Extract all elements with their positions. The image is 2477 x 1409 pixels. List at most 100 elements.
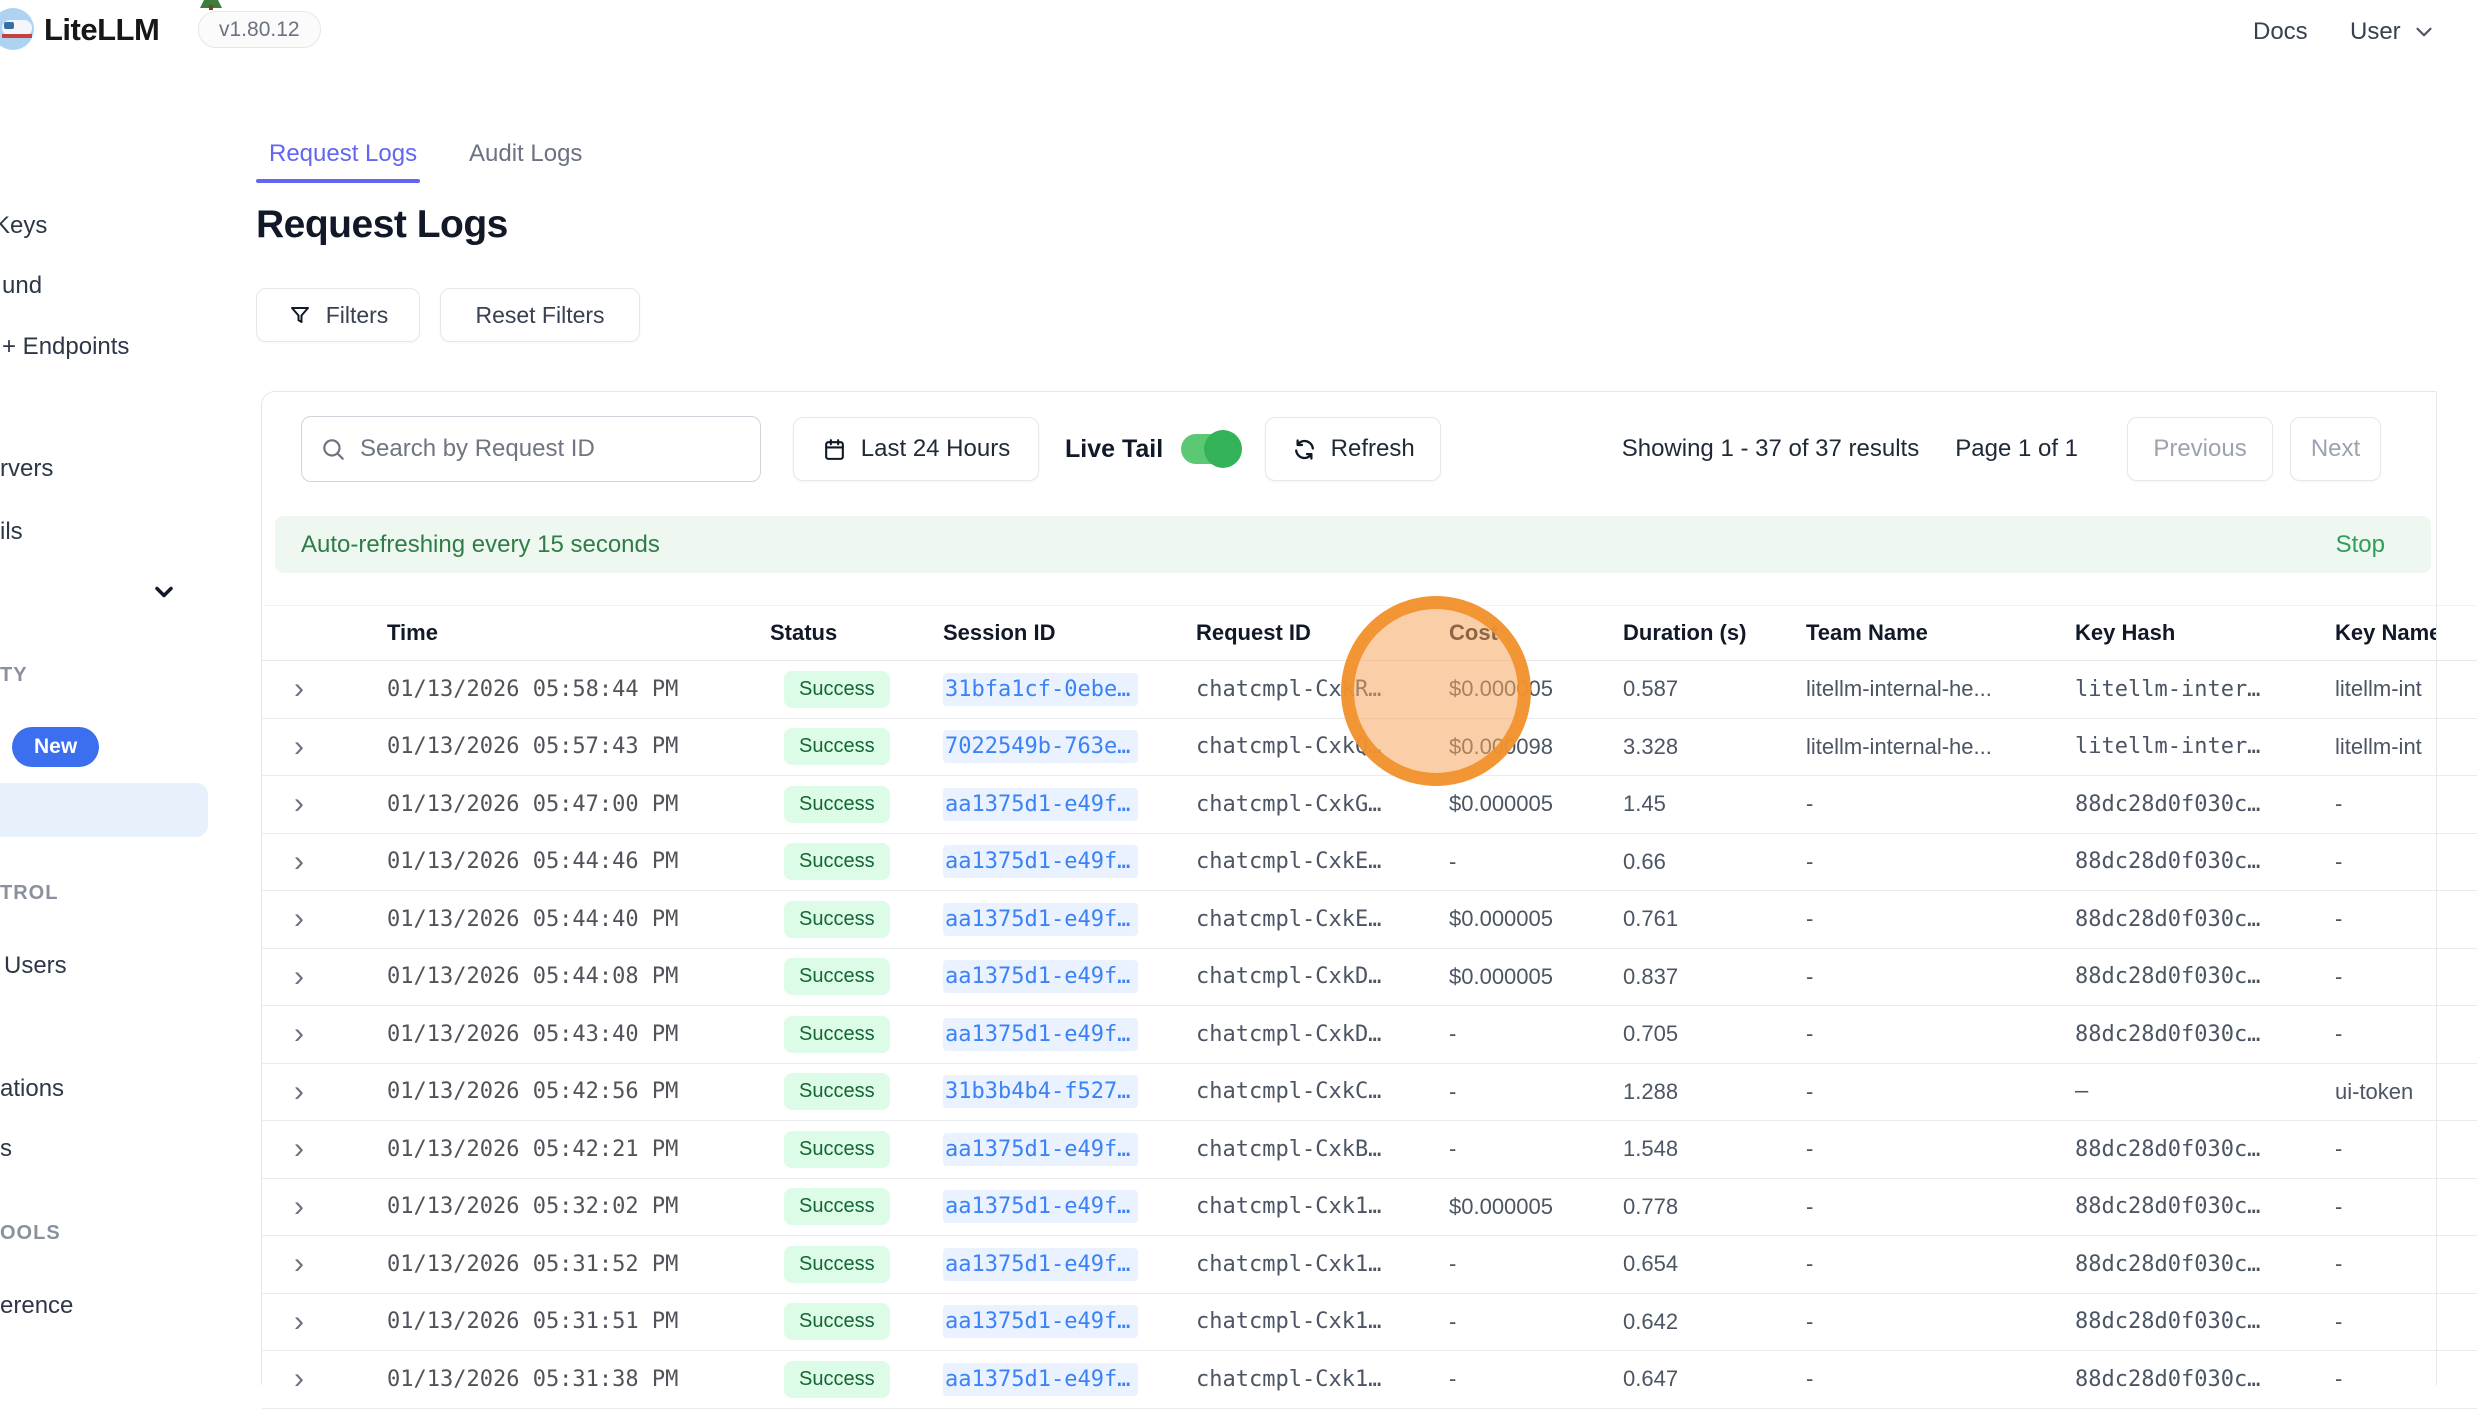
logs-card: Last 24 Hours Live Tail Refresh Showing … [261, 391, 2477, 1409]
row-duration: 0.705 [1623, 1021, 1679, 1047]
row-key-hash: litellm-inter… [2075, 734, 2261, 760]
next-page-button[interactable]: Next [2290, 417, 2381, 481]
sidebar-item-teams[interactable]: s [0, 1135, 12, 1162]
auto-refresh-message: Auto-refreshing every 15 seconds [301, 530, 660, 558]
row-status: Success [736, 958, 941, 996]
sidebar-item-keys[interactable]: Keys [0, 212, 48, 239]
session-id-link[interactable]: aa1375d1-e49f… [943, 845, 1139, 879]
session-id-link[interactable]: aa1375d1-e49f… [943, 1305, 1139, 1339]
tab-audit-logs[interactable]: Audit Logs [469, 140, 583, 167]
session-id-link[interactable]: aa1375d1-e49f… [943, 1132, 1139, 1166]
row-team-name: - [1806, 1078, 1814, 1104]
sidebar-item-mcp-servers[interactable]: rvers [0, 455, 54, 482]
row-team-name: - [1806, 906, 1814, 932]
row-expand-chevron-icon[interactable]: › [294, 789, 304, 820]
table-header-row: Time Status Session ID Request ID Cost D… [262, 605, 2477, 661]
session-id-link[interactable]: aa1375d1-e49f… [943, 1017, 1139, 1051]
row-expand-chevron-icon[interactable]: › [294, 1076, 304, 1107]
row-session-id: 31b3b4b4-f527… [941, 1075, 1194, 1109]
status-badge: Success [784, 1073, 890, 1111]
row-expand-chevron-icon[interactable]: › [294, 1306, 304, 1337]
user-menu[interactable]: User [2350, 0, 2437, 63]
row-key-name: - [2335, 1366, 2343, 1392]
sidebar-item-playground[interactable]: und [2, 272, 43, 299]
sidebar-item-api-reference[interactable]: erence [0, 1292, 74, 1319]
session-id-link[interactable]: aa1375d1-e49f… [943, 1247, 1139, 1281]
request-logs-table: Time Status Session ID Request ID Cost D… [262, 605, 2477, 1409]
new-feature-badge: New [12, 727, 100, 767]
row-expand-chevron-icon[interactable]: › [294, 1364, 304, 1395]
row-status: Success [736, 670, 941, 708]
col-header-key-name: Key Name [2335, 620, 2436, 645]
row-expand-chevron-icon[interactable]: › [294, 904, 304, 935]
session-id-link[interactable]: aa1375d1-e49f… [943, 787, 1139, 821]
row-time: 01/13/2026 05:57:43 PM [387, 734, 679, 760]
row-duration: 0.761 [1623, 906, 1679, 932]
version-badge: v1.80.12 [198, 11, 321, 48]
reset-filters-button[interactable]: Reset Filters [440, 288, 640, 342]
row-cost: - [1449, 1136, 1457, 1162]
row-expand-chevron-icon[interactable]: › [294, 1134, 304, 1165]
time-range-button[interactable]: Last 24 Hours [793, 417, 1039, 481]
session-id-link[interactable]: 7022549b-763e… [943, 730, 1139, 764]
row-expand-chevron-icon[interactable]: › [294, 674, 304, 705]
row-team-name: - [1806, 1193, 1814, 1219]
row-team-name: - [1806, 1366, 1814, 1392]
status-badge: Success [784, 1015, 890, 1053]
row-duration: 0.647 [1623, 1366, 1679, 1392]
table-row: › 01/13/2026 05:44:46 PM Success aa1375d… [262, 834, 2477, 891]
sidebar-item-organizations[interactable]: ations [0, 1075, 65, 1102]
chevron-down-icon [2411, 19, 2437, 45]
row-team-name: - [1806, 1251, 1814, 1277]
refresh-button[interactable]: Refresh [1265, 417, 1442, 481]
logs-toolbar: Last 24 Hours Live Tail Refresh Showing … [262, 392, 2437, 492]
status-badge: Success [784, 1303, 890, 1341]
row-key-name: - [2335, 1021, 2343, 1047]
status-badge: Success [784, 728, 890, 766]
sidebar-item-users[interactable]: Users [4, 952, 67, 979]
session-id-link[interactable]: 31b3b4b4-f527… [943, 1075, 1139, 1109]
row-key-name: litellm-int [2335, 676, 2422, 702]
row-request-id: chatcmpl-Cxk1… [1196, 1194, 1382, 1220]
previous-page-button[interactable]: Previous [2127, 417, 2273, 481]
session-id-link[interactable]: aa1375d1-e49f… [943, 1362, 1139, 1396]
row-session-id: aa1375d1-e49f… [941, 1305, 1194, 1339]
row-expand-chevron-icon[interactable]: › [294, 846, 304, 877]
row-status: Success [736, 1015, 941, 1053]
brand-title: LiteLLM [44, 12, 160, 47]
session-id-link[interactable]: aa1375d1-e49f… [943, 1190, 1139, 1224]
row-key-hash: 88dc28d0f030c… [2075, 906, 2261, 932]
status-badge: Success [784, 958, 890, 996]
session-id-link[interactable]: aa1375d1-e49f… [943, 902, 1139, 936]
row-expand-chevron-icon[interactable]: › [294, 1249, 304, 1280]
sidebar-item-models-endpoints[interactable]: + Endpoints [2, 333, 130, 360]
docs-link[interactable]: Docs [2253, 17, 2308, 45]
row-team-name: - [1806, 848, 1814, 874]
row-expand-chevron-icon[interactable]: › [294, 731, 304, 762]
session-id-link[interactable]: aa1375d1-e49f… [943, 960, 1139, 994]
stop-auto-refresh-link[interactable]: Stop [2335, 530, 2385, 558]
tab-request-logs[interactable]: Request Logs [269, 140, 418, 167]
row-expand-chevron-icon[interactable]: › [294, 961, 304, 992]
sidebar-collapse-chevron-icon[interactable] [150, 578, 178, 606]
row-time: 01/13/2026 05:31:51 PM [387, 1309, 679, 1335]
filters-button[interactable]: Filters [256, 288, 420, 342]
sidebar-item-guardrails[interactable]: ils [0, 518, 23, 545]
row-time: 01/13/2026 05:58:44 PM [387, 676, 679, 702]
row-status: Success [736, 1073, 941, 1111]
row-key-name: - [2335, 848, 2343, 874]
live-tail-toggle[interactable] [1181, 430, 1243, 468]
sidebar-item-selected-logs[interactable] [0, 783, 208, 837]
row-request-id: chatcmpl-CxkD… [1196, 964, 1382, 990]
row-session-id: aa1375d1-e49f… [941, 1362, 1194, 1396]
time-range-label: Last 24 Hours [860, 435, 1011, 462]
row-expand-chevron-icon[interactable]: › [294, 1191, 304, 1222]
row-cost: - [1449, 1021, 1457, 1047]
train-icon [0, 8, 34, 50]
status-badge: Success [784, 843, 890, 881]
search-input[interactable] [360, 435, 742, 463]
row-time: 01/13/2026 05:31:38 PM [387, 1366, 679, 1392]
session-id-link[interactable]: 31bfa1cf-0ebe… [943, 672, 1139, 706]
sidebar-section-label-3: OOLS [0, 1222, 61, 1244]
row-expand-chevron-icon[interactable]: › [294, 1019, 304, 1050]
